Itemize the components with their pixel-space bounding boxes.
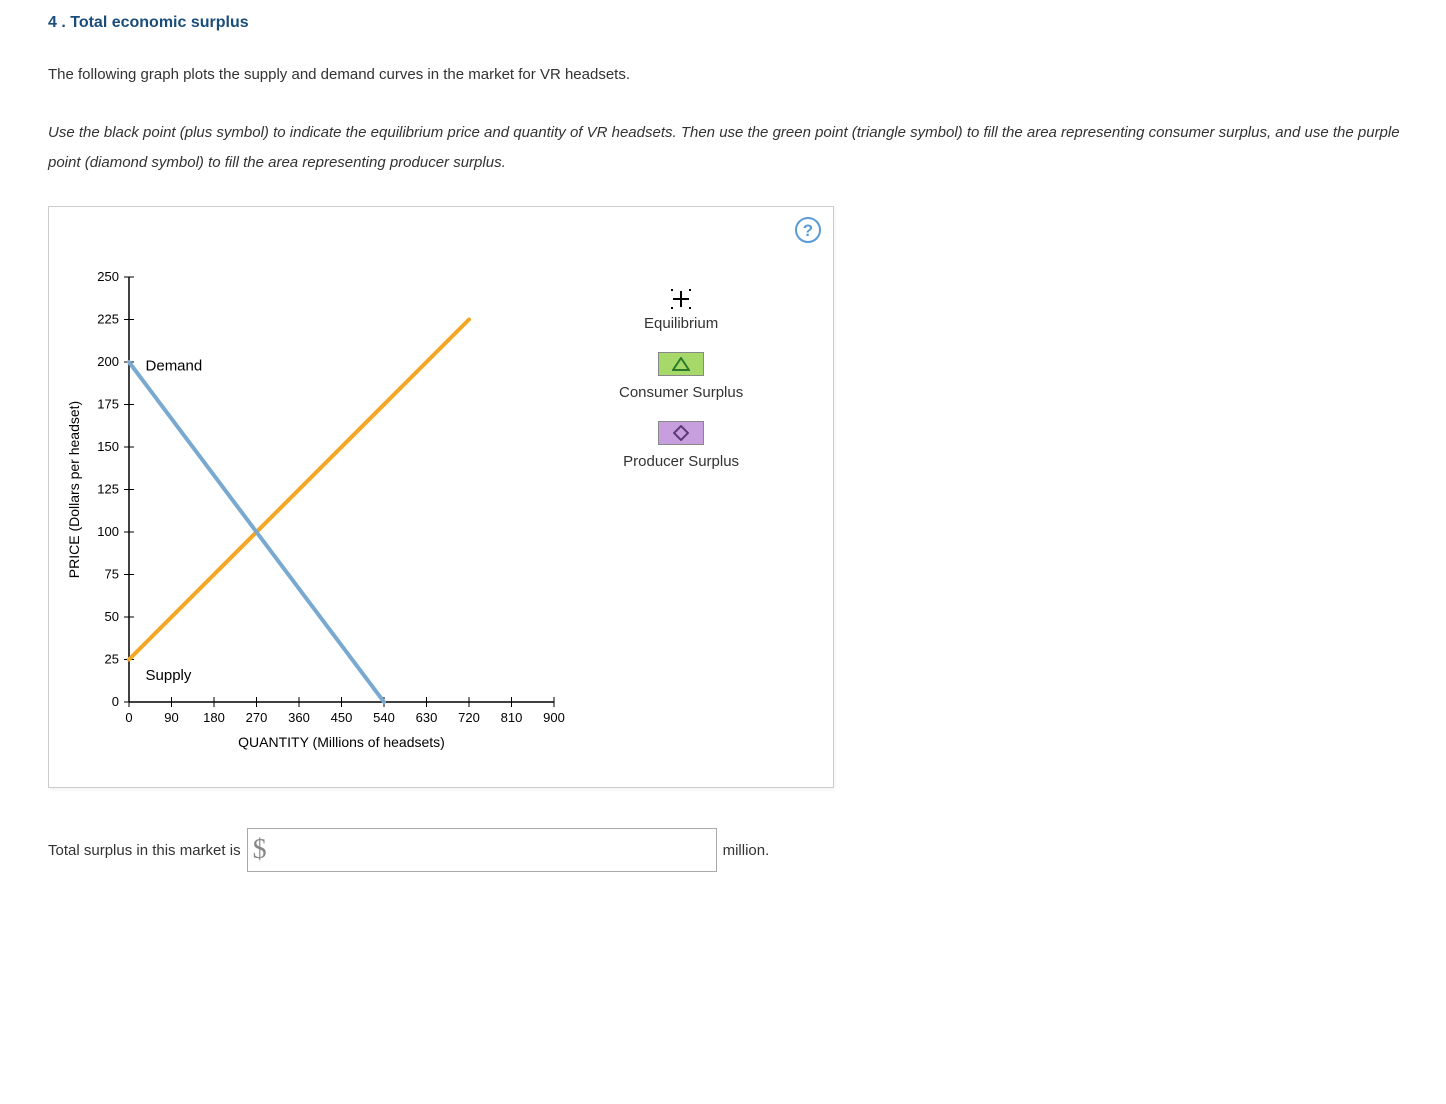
svg-text:150: 150 bbox=[97, 439, 119, 454]
answer-suffix: million. bbox=[723, 842, 770, 859]
svg-text:QUANTITY (Millions of headsets: QUANTITY (Millions of headsets) bbox=[238, 734, 445, 750]
legend-consumer-surplus[interactable]: Consumer Surplus bbox=[619, 352, 743, 401]
svg-text:810: 810 bbox=[501, 710, 523, 725]
svg-text:450: 450 bbox=[331, 710, 353, 725]
legend-consumer-label: Consumer Surplus bbox=[619, 384, 743, 401]
legend: Equilibrium Consumer Surplus Producer Su… bbox=[619, 287, 743, 490]
legend-equilibrium-label: Equilibrium bbox=[619, 315, 743, 332]
svg-text:PRICE (Dollars per headset): PRICE (Dollars per headset) bbox=[66, 401, 82, 578]
diamond-icon bbox=[658, 421, 704, 445]
svg-text:25: 25 bbox=[105, 652, 119, 667]
instruction-text: Use the black point (plus symbol) to ind… bbox=[48, 118, 1426, 178]
supply-demand-chart[interactable]: 0 25 50 75 100 125 150 175 200 225 250 0 90 180 270 360… bbox=[59, 267, 569, 757]
chart-panel: ? 0 25 50 75 100 125 150 175 200 225 250 0 90 180 270 3… bbox=[48, 206, 834, 788]
svg-text:900: 900 bbox=[543, 710, 565, 725]
svg-text:0: 0 bbox=[125, 710, 132, 725]
svg-text:125: 125 bbox=[97, 482, 119, 497]
svg-text:175: 175 bbox=[97, 397, 119, 412]
legend-producer-label: Producer Surplus bbox=[619, 453, 743, 470]
svg-text:225: 225 bbox=[97, 312, 119, 327]
intro-text: The following graph plots the supply and… bbox=[48, 60, 1426, 90]
plus-icon bbox=[659, 287, 703, 311]
question-heading: 4 . Total economic surplus bbox=[48, 14, 1426, 32]
svg-text:Demand: Demand bbox=[146, 358, 203, 375]
svg-text:720: 720 bbox=[458, 710, 480, 725]
answer-row: Total surplus in this market is $ millio… bbox=[48, 828, 1426, 872]
svg-text:75: 75 bbox=[105, 567, 119, 582]
svg-text:540: 540 bbox=[373, 710, 395, 725]
svg-text:90: 90 bbox=[164, 710, 178, 725]
svg-text:100: 100 bbox=[97, 524, 119, 539]
svg-text:200: 200 bbox=[97, 354, 119, 369]
svg-text:630: 630 bbox=[416, 710, 438, 725]
total-surplus-input[interactable] bbox=[247, 828, 717, 872]
svg-text:360: 360 bbox=[288, 710, 310, 725]
svg-text:50: 50 bbox=[105, 609, 119, 624]
svg-text:0: 0 bbox=[112, 694, 119, 709]
legend-equilibrium[interactable]: Equilibrium bbox=[619, 287, 743, 332]
svg-text:270: 270 bbox=[246, 710, 268, 725]
legend-producer-surplus[interactable]: Producer Surplus bbox=[619, 421, 743, 470]
help-icon[interactable]: ? bbox=[795, 217, 821, 243]
svg-text:180: 180 bbox=[203, 710, 225, 725]
answer-prefix: Total surplus in this market is bbox=[48, 842, 241, 859]
svg-text:Supply: Supply bbox=[146, 667, 192, 684]
triangle-icon bbox=[658, 352, 704, 376]
svg-text:250: 250 bbox=[97, 269, 119, 284]
